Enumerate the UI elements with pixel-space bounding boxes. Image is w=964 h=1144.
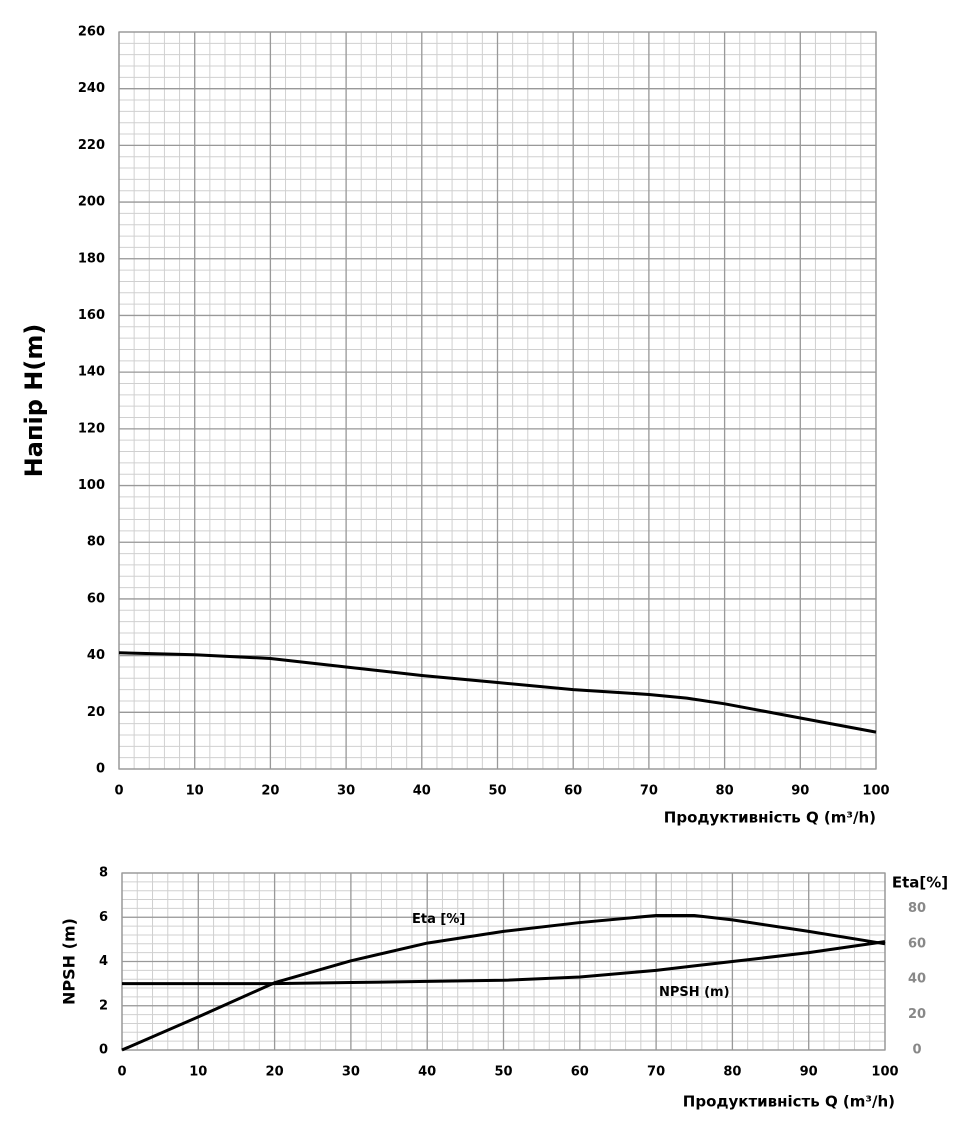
- x-tick-label: 70: [647, 1065, 665, 1080]
- y2-tick-label: 0: [912, 1043, 921, 1058]
- data-line: [122, 940, 886, 986]
- x-axis-label: Продуктивність Q (m³/h): [683, 1093, 895, 1111]
- x-axis-label: Продуктивність Q (m³/h): [664, 809, 876, 827]
- y2-tick-label: 20: [908, 1007, 926, 1022]
- x-tick-label: 0: [114, 784, 123, 799]
- x-tick-label: 70: [640, 784, 658, 799]
- y2-tick-label: 80: [908, 901, 926, 916]
- y-tick-label: 20: [87, 705, 105, 720]
- plot-frame: [118, 31, 877, 770]
- x-tick-label: 10: [186, 784, 204, 799]
- y-tick-label: 80: [87, 535, 105, 550]
- y-tick-label: 260: [78, 25, 105, 40]
- y2-axis-label: Eta[%]: [892, 874, 948, 892]
- x-tick-label: 60: [571, 1065, 589, 1080]
- data-line: [118, 651, 877, 734]
- y-tick-label: 2: [99, 998, 108, 1013]
- x-tick-label: 10: [189, 1065, 207, 1080]
- x-tick-label: 50: [494, 1065, 512, 1080]
- x-tick-label: 100: [871, 1065, 898, 1080]
- y-tick-label: 0: [96, 762, 105, 777]
- y-tick-label: 180: [78, 251, 105, 266]
- y-tick-label: 40: [87, 648, 105, 663]
- x-tick-label: 50: [488, 784, 506, 799]
- y-tick-label: 240: [78, 81, 105, 96]
- series-label: NPSH (m): [659, 985, 730, 1000]
- x-tick-label: 20: [266, 1065, 284, 1080]
- plot-frame: [121, 872, 886, 1051]
- y-tick-label: 120: [78, 421, 105, 436]
- y-tick-label: 6: [99, 910, 108, 925]
- y-tick-label: 60: [87, 591, 105, 606]
- y-tick-label: 200: [78, 195, 105, 210]
- y2-tick-label: 40: [908, 972, 926, 987]
- x-tick-label: 90: [800, 1065, 818, 1080]
- y-tick-label: 160: [78, 308, 105, 323]
- x-tick-label: 20: [261, 784, 279, 799]
- y-axis-label: NPSH (m): [60, 918, 79, 1005]
- y-tick-label: 8: [99, 866, 108, 881]
- y-tick-label: 4: [99, 954, 108, 969]
- series-label: Eta [%]: [412, 912, 465, 927]
- y-tick-label: 220: [78, 138, 105, 153]
- x-tick-label: 30: [337, 784, 355, 799]
- x-tick-label: 100: [862, 784, 889, 799]
- x-tick-label: 90: [791, 784, 809, 799]
- y-tick-label: 0: [99, 1043, 108, 1058]
- y-tick-label: 100: [78, 478, 105, 493]
- x-tick-label: 40: [413, 784, 431, 799]
- y2-tick-label: 60: [908, 936, 926, 951]
- x-tick-label: 0: [117, 1065, 126, 1080]
- x-tick-label: 80: [716, 784, 734, 799]
- x-tick-label: 30: [342, 1065, 360, 1080]
- y-axis-label: Напір H(m): [20, 324, 48, 478]
- x-tick-label: 80: [723, 1065, 741, 1080]
- y-tick-label: 140: [78, 365, 105, 380]
- x-tick-label: 60: [564, 784, 582, 799]
- data-line: [121, 913, 886, 1052]
- x-tick-label: 40: [418, 1065, 436, 1080]
